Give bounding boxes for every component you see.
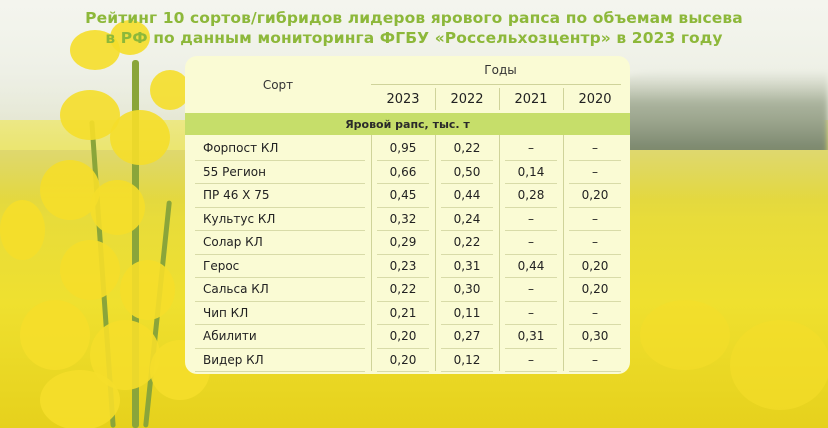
table-row: Сальса КЛ 0,22 0,30 – 0,20 xyxy=(185,278,630,302)
data-table: Сорт Годы 2023 2022 2021 2020 Яровой рап… xyxy=(185,56,630,374)
cell-2020: – xyxy=(592,352,598,367)
cell-2021: – xyxy=(528,211,534,226)
row-sort-name: Форпост КЛ xyxy=(203,141,279,155)
cell-2021: – xyxy=(528,235,534,249)
title-line-2: в РФ по данным мониторинга ФГБУ «Россель… xyxy=(105,29,723,47)
header-year-2020: 2020 xyxy=(578,92,612,107)
cell-2021: 0,44 xyxy=(517,258,545,273)
table-row: Видер КЛ 0,20 0,12 – – xyxy=(185,349,630,372)
cell-2023: 0,20 xyxy=(389,329,417,343)
cell-2020: – xyxy=(592,235,598,249)
table-row: Солар КЛ 0,29 0,22 – – xyxy=(185,231,630,255)
cell-2023: 0,66 xyxy=(389,164,417,179)
cell-2021: – xyxy=(528,305,534,320)
cell-2022: 0,12 xyxy=(453,352,481,367)
table-row: Герос 0,23 0,31 0,44 0,20 xyxy=(185,255,630,278)
table-row: 55 Регион 0,66 0,50 0,14 – xyxy=(185,161,630,184)
row-sort-name: ПР 46 Х 75 xyxy=(203,188,270,202)
title-line-1: Рейтинг 10 сортов/гибридов лидеров ярово… xyxy=(85,9,743,27)
cell-2023: 0,29 xyxy=(389,235,417,249)
cell-2020: 0,20 xyxy=(581,258,609,273)
cell-2021: 0,14 xyxy=(517,164,545,179)
table-row: Чип КЛ 0,21 0,11 – – xyxy=(185,302,630,325)
cell-2022: 0,24 xyxy=(453,211,481,226)
cell-2020: 0,20 xyxy=(581,188,609,202)
cell-2020: – xyxy=(592,164,598,179)
cell-2023: 0,22 xyxy=(389,282,417,296)
row-sort-name: Абилити xyxy=(203,329,257,343)
row-sort-name: Солар КЛ xyxy=(203,235,263,249)
cell-2022: 0,27 xyxy=(453,329,481,343)
section-band: Яровой рапс, тыс. т xyxy=(185,113,630,135)
header-years: Годы xyxy=(484,63,517,77)
cell-2022: 0,44 xyxy=(453,188,481,202)
cell-2022: 0,22 xyxy=(453,141,481,155)
row-sort-name: Герос xyxy=(203,258,240,273)
cell-2023: 0,32 xyxy=(389,211,417,226)
row-sort-name: 55 Регион xyxy=(203,164,266,179)
table-row: Форпост КЛ 0,95 0,22 – – xyxy=(185,137,630,161)
row-sort-name: Чип КЛ xyxy=(203,305,249,320)
cell-2021: – xyxy=(528,352,534,367)
header-year-2022: 2022 xyxy=(450,92,484,107)
table-row: Абилити 0,20 0,27 0,31 0,30 xyxy=(185,325,630,349)
cell-2020: 0,30 xyxy=(581,329,609,343)
row-sort-name: Сальса КЛ xyxy=(203,282,269,296)
cell-2023: 0,95 xyxy=(389,141,417,155)
cell-2023: 0,45 xyxy=(389,188,417,202)
cell-2022: 0,50 xyxy=(453,164,481,179)
cell-2022: 0,22 xyxy=(453,235,481,249)
header-divider xyxy=(371,84,621,85)
cell-2021: 0,31 xyxy=(517,329,545,343)
cell-2023: 0,20 xyxy=(389,352,417,367)
cell-2023: 0,21 xyxy=(389,305,417,320)
table-row: ПР 46 Х 75 0,45 0,44 0,28 0,20 xyxy=(185,184,630,208)
cell-2022: 0,11 xyxy=(453,305,481,320)
cell-2022: 0,30 xyxy=(453,282,481,296)
cell-2022: 0,31 xyxy=(453,258,481,273)
cell-2020: – xyxy=(592,305,598,320)
table-row: Культус КЛ 0,32 0,24 – – xyxy=(185,208,630,231)
header-sort: Сорт xyxy=(262,77,294,92)
cell-2021: 0,28 xyxy=(517,188,545,202)
row-sort-name: Видер КЛ xyxy=(203,352,264,367)
cell-2023: 0,23 xyxy=(389,258,417,273)
cell-2021: – xyxy=(528,141,534,155)
header-year-2023: 2023 xyxy=(386,92,420,107)
page-title: Рейтинг 10 сортов/гибридов лидеров ярово… xyxy=(0,8,828,48)
header-year-2021: 2021 xyxy=(514,92,548,107)
cell-2021: – xyxy=(528,282,534,296)
row-sort-name: Культус КЛ xyxy=(203,211,276,226)
cell-2020: 0,20 xyxy=(581,282,609,296)
cell-2020: – xyxy=(592,211,598,226)
cell-2020: – xyxy=(592,141,598,155)
